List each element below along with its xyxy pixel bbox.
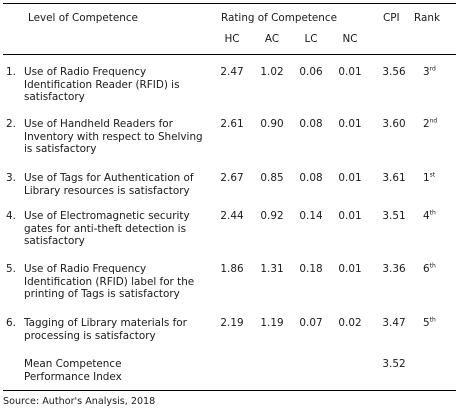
lc-value: 0.08: [299, 172, 323, 184]
nc-value: 0.01: [338, 172, 362, 184]
row-number: 4.: [6, 210, 16, 222]
lc-value: 0.06: [299, 66, 323, 78]
top-rule: [3, 3, 456, 4]
nc-value: 0.01: [338, 118, 362, 130]
row-number: 3.: [6, 172, 16, 184]
mean-cpi-value: 3.52: [382, 358, 406, 370]
row-number: 5.: [6, 263, 16, 275]
row-number: 6.: [6, 317, 16, 329]
row-description: Tagging of Library materials for process…: [24, 317, 187, 342]
lc-value: 0.08: [299, 118, 323, 130]
lc-value: 0.14: [299, 210, 323, 222]
nc-value: 0.01: [338, 210, 362, 222]
ac-value: 0.85: [260, 172, 284, 184]
header-rank: Rank: [414, 12, 440, 24]
cpi-value: 3.60: [382, 118, 406, 130]
rank-value: 3rd: [423, 65, 436, 78]
cpi-value: 3.61: [382, 172, 406, 184]
source-note: Source: Author's Analysis, 2018: [3, 396, 156, 407]
hc-value: 2.47: [220, 66, 244, 78]
header-nc: NC: [342, 33, 358, 45]
ac-value: 0.92: [260, 210, 284, 222]
hc-value: 2.61: [220, 118, 244, 130]
hc-value: 2.19: [220, 317, 244, 329]
header-lc: LC: [304, 33, 318, 45]
hc-value: 2.44: [220, 210, 244, 222]
header-cpi: CPI: [383, 12, 400, 24]
row-number: 1.: [6, 66, 16, 78]
header-rule: [3, 54, 456, 55]
rank-value: 4th: [423, 209, 436, 222]
row-number: 2.: [6, 118, 16, 130]
ac-value: 0.90: [260, 118, 284, 130]
cpi-value: 3.36: [382, 263, 406, 275]
hc-value: 2.67: [220, 172, 244, 184]
lc-value: 0.18: [299, 263, 323, 275]
nc-value: 0.02: [338, 317, 362, 329]
rank-value: 1st: [423, 171, 436, 184]
row-description: Use of Handheld Readers for Inventory wi…: [24, 118, 203, 156]
nc-value: 0.01: [338, 66, 362, 78]
ac-value: 1.19: [260, 317, 284, 329]
row-description: Use of Radio Frequency Identification (R…: [24, 263, 195, 301]
cpi-value: 3.47: [382, 317, 406, 329]
rank-value: 6th: [423, 262, 436, 275]
bottom-rule: [3, 390, 456, 391]
header-rating-of-competence: Rating of Competence: [221, 12, 338, 24]
row-description: Use of Electromagnetic security gates fo…: [24, 210, 190, 248]
row-description: Use of Tags for Authentication of Librar…: [24, 172, 194, 197]
rank-value: 2nd: [423, 117, 438, 130]
nc-value: 0.01: [338, 263, 362, 275]
hc-value: 1.86: [220, 263, 244, 275]
header-level-of-competence: Level of Competence: [28, 12, 138, 24]
header-ac: AC: [264, 33, 280, 45]
ac-value: 1.31: [260, 263, 284, 275]
rank-value: 5th: [423, 316, 436, 329]
cpi-value: 3.56: [382, 66, 406, 78]
mean-label: Mean Competence Performance Index: [24, 358, 122, 383]
ac-value: 1.02: [260, 66, 284, 78]
lc-value: 0.07: [299, 317, 323, 329]
header-hc: HC: [224, 33, 240, 45]
cpi-value: 3.51: [382, 210, 406, 222]
row-description: Use of Radio Frequency Identification Re…: [24, 66, 180, 104]
